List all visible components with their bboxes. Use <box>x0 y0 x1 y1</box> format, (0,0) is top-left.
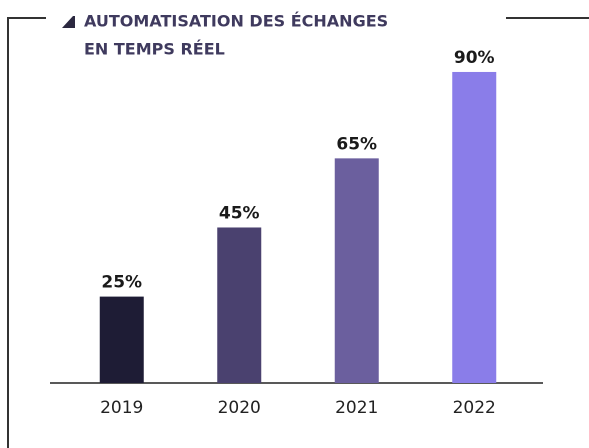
x-tick-label: 2019 <box>100 398 143 418</box>
bar <box>99 296 144 383</box>
value-label: 25% <box>101 273 142 293</box>
frame-left <box>7 17 46 448</box>
value-label: 65% <box>336 134 377 154</box>
x-tick-label: 2022 <box>453 398 496 418</box>
title-icon <box>62 16 75 28</box>
bar <box>334 158 379 383</box>
x-tick-label: 2021 <box>335 398 378 418</box>
chart-title: AUTOMATISATION DES ÉCHANGES <box>84 12 388 31</box>
bar <box>217 227 262 383</box>
bar <box>452 71 497 384</box>
chart-title: EN TEMPS RÉEL <box>84 40 225 59</box>
value-label: 90% <box>454 48 495 68</box>
value-label: 45% <box>219 203 260 223</box>
x-tick-label: 2020 <box>218 398 261 418</box>
